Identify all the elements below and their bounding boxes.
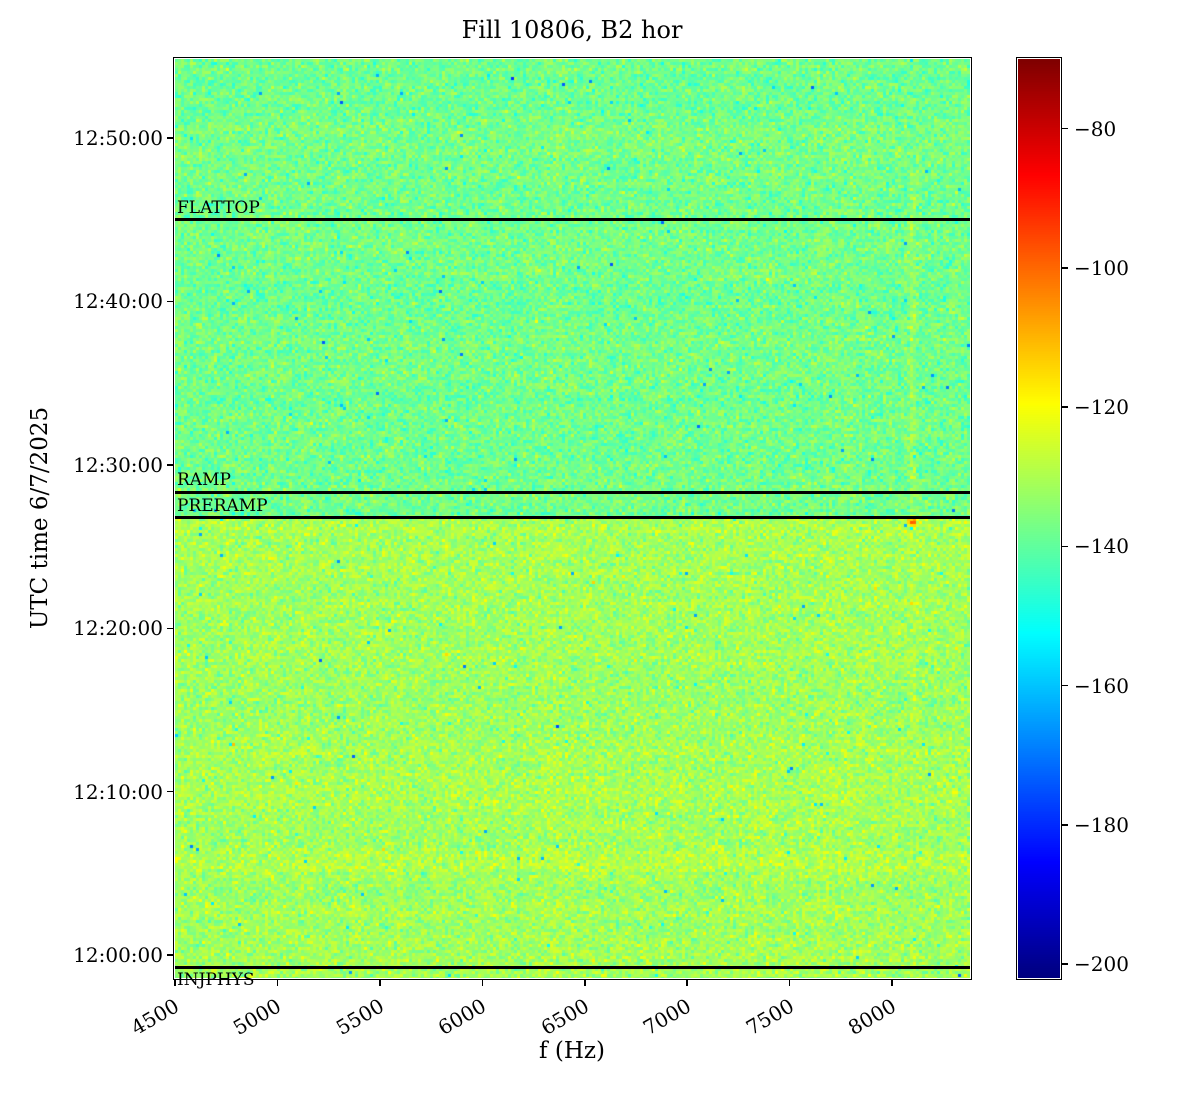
colorbar-tick-mark (1061, 406, 1068, 408)
event-line-preramp (175, 516, 970, 520)
x-tick-mark (891, 979, 893, 986)
x-tick-mark (788, 979, 791, 986)
y-tick-mark (167, 627, 174, 630)
x-axis-label: f (Hz) (539, 1038, 605, 1064)
x-tick-mark (481, 979, 484, 986)
x-tick-mark (276, 979, 279, 986)
event-label-injphys: INJPHYS (177, 970, 255, 991)
x-tick-mark (174, 979, 176, 986)
colorbar-tick-mark (1061, 127, 1068, 130)
colorbar-tick-mark (1061, 267, 1068, 269)
event-line-ramp (175, 490, 970, 494)
y-tick-label: 12:10:00 (73, 779, 163, 804)
colorbar (1018, 59, 1060, 978)
y-tick-label: 12:40:00 (73, 289, 163, 314)
y-tick-mark (167, 137, 174, 139)
colorbar-tick-label: −160 (1074, 673, 1129, 698)
colorbar-tick-label: −180 (1074, 812, 1129, 837)
colorbar-tick-mark (1061, 963, 1068, 965)
colorbar-tick-label: −200 (1074, 952, 1129, 977)
y-tick-mark (167, 464, 174, 466)
event-line-flattop (175, 218, 970, 222)
colorbar-tick-mark (1061, 684, 1068, 687)
event-line-injphys (175, 965, 970, 969)
y-axis-label: UTC time 6/7/2025 (27, 406, 53, 630)
y-tick-label: 12:00:00 (73, 943, 163, 968)
y-tick-label: 12:30:00 (73, 452, 163, 477)
colorbar-tick-label: −100 (1074, 255, 1129, 280)
y-tick-mark (167, 300, 174, 303)
y-tick-mark (167, 954, 174, 956)
colorbar-tick-label: −120 (1074, 395, 1129, 420)
x-tick-mark (584, 979, 586, 986)
event-label-ramp: RAMP (177, 470, 231, 491)
y-tick-label: 12:50:00 (73, 125, 163, 150)
colorbar-tick-mark (1061, 824, 1068, 826)
x-tick-mark (379, 979, 381, 986)
event-label-preramp: PRERAMP (177, 495, 268, 516)
event-label-flattop: FLATTOP (177, 197, 260, 218)
x-tick-mark (686, 979, 688, 986)
chart-title: Fill 10806, B2 hor (461, 16, 683, 44)
colorbar-tick-label: −80 (1074, 116, 1117, 141)
colorbar-tick-mark (1061, 545, 1068, 548)
colorbar-tick-label: −140 (1074, 534, 1129, 559)
y-tick-mark (167, 790, 174, 793)
y-tick-label: 12:20:00 (73, 616, 163, 641)
